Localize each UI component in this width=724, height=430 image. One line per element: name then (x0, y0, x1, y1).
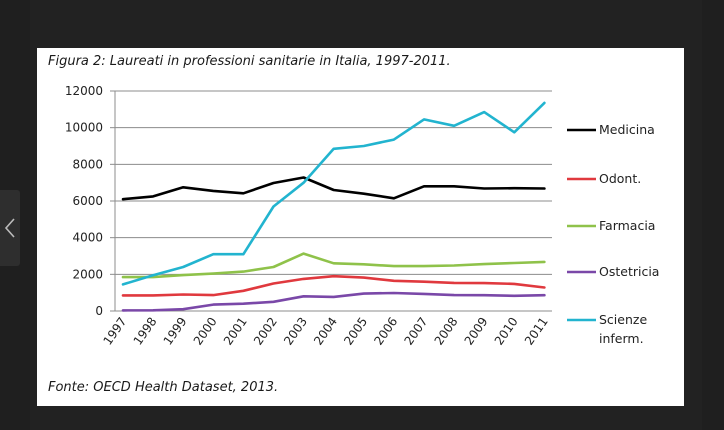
x-tick-label: 2004 (311, 315, 340, 348)
legend: Medicina Odont. Farmacia Ostetricia Scienze i… (567, 122, 659, 346)
series-line-3 (121, 291, 546, 312)
x-tick-label: 2000 (191, 315, 220, 348)
legend-label-1: Odont. (599, 171, 641, 186)
x-axis-ticks: 1997 1998 1999 2000 2001 2002 2003 2004 2005 2006… (100, 315, 550, 348)
y-tick-label: 12000 (65, 84, 103, 98)
y-tick-label: 2000 (72, 267, 103, 281)
line-chart: Figura 2: Laureati in professioni sanita… (48, 54, 659, 395)
x-tick-label: 2007 (401, 315, 430, 348)
x-tick-label: 2003 (281, 315, 310, 348)
x-tick-label: 2002 (251, 315, 280, 348)
x-tick-label: 1999 (161, 315, 190, 348)
axes (110, 90, 552, 312)
series-line-4 (121, 101, 546, 286)
chart-title: Figura 2: Laureati in professioni sanita… (48, 54, 451, 69)
x-tick-label: 2009 (462, 315, 491, 348)
x-tick-label: 2008 (432, 315, 461, 348)
series-line-2 (121, 252, 546, 279)
legend-label-4: Scienze inferm. (599, 312, 647, 346)
chart-source: Fonte: OECD Health Dataset, 2013. (48, 380, 278, 395)
legend-label-3: Ostetricia (599, 264, 659, 279)
y-tick-label: 6000 (72, 194, 103, 208)
legend-label-0: Medicina (599, 122, 655, 137)
x-tick-label: 1998 (131, 315, 160, 348)
chevron-left-icon (4, 218, 15, 238)
x-tick-label: 2010 (492, 315, 521, 348)
series-line-1 (121, 274, 546, 297)
series-layer (121, 101, 546, 312)
x-tick-label: 2001 (221, 315, 250, 348)
figure-card: Figura 2: Laureati in professioni sanita… (37, 48, 684, 406)
y-tick-label: 0 (95, 304, 103, 318)
y-tick-label: 8000 (72, 157, 103, 171)
previous-button[interactable] (0, 190, 20, 266)
x-tick-label: 2006 (371, 315, 400, 348)
page-background-right (702, 0, 724, 430)
x-tick-label: 2005 (341, 315, 370, 348)
y-tick-label: 4000 (72, 231, 103, 245)
grid-layer (115, 90, 552, 275)
x-tick-label: 2011 (522, 315, 551, 348)
series-line-0 (121, 176, 546, 201)
x-tick-label: 1997 (100, 315, 129, 348)
y-axis-ticks: 0 2000 4000 6000 8000 10000 12000 (65, 84, 103, 318)
y-tick-label: 10000 (65, 121, 103, 135)
legend-label-2: Farmacia (599, 218, 655, 233)
